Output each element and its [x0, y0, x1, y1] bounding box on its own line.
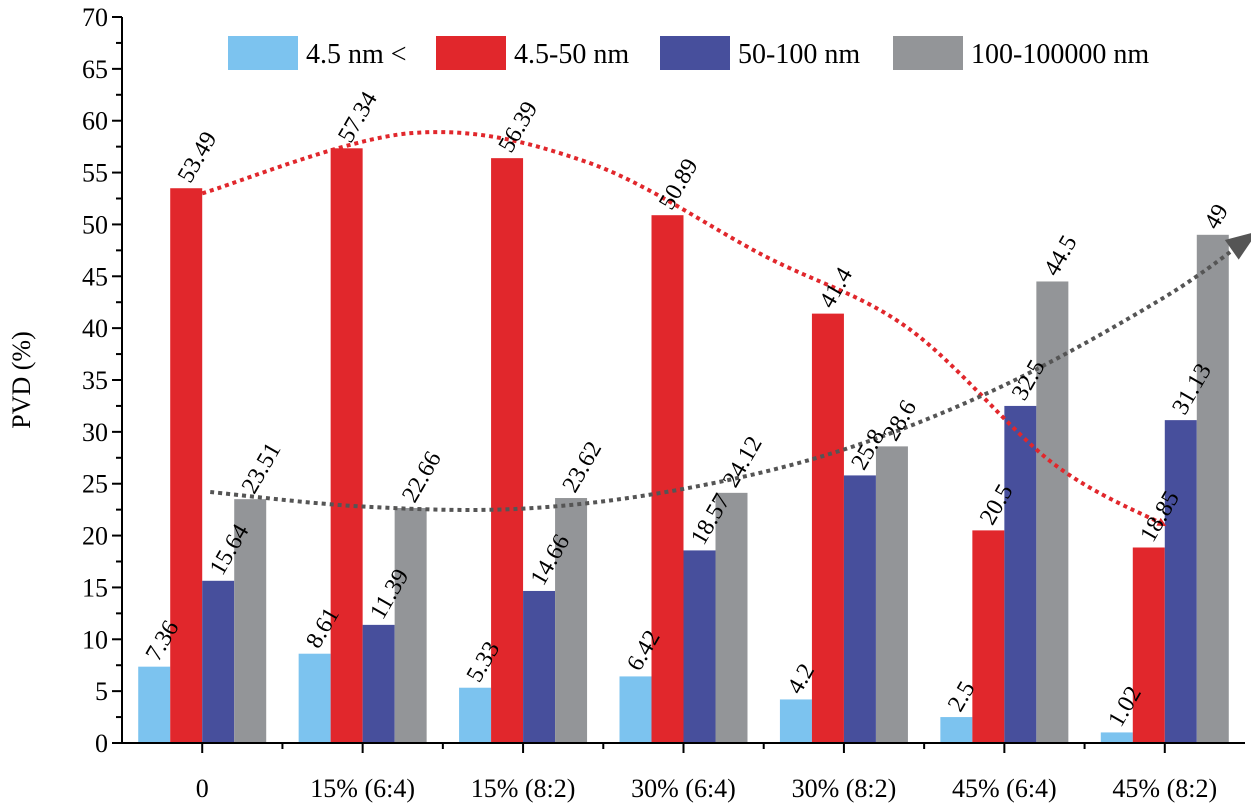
bar-4-2 — [394, 507, 427, 743]
bar-4-6 — [1036, 281, 1069, 743]
bar-2-5 — [811, 313, 844, 743]
bar-1-2 — [298, 653, 331, 743]
data-label-4-6: 44.5 — [1039, 231, 1083, 280]
y-tick-label-30: 30 — [82, 418, 108, 447]
bar-2-2 — [330, 148, 363, 743]
bar-3-3 — [523, 590, 556, 743]
y-tick-label-40: 40 — [82, 314, 108, 343]
y-tick-label-10: 10 — [82, 625, 108, 654]
legend-label-3: 50-100 nm — [738, 39, 860, 70]
y-axis-title: PVD (%) — [7, 331, 36, 429]
bar-2-7 — [1132, 547, 1165, 743]
trend-line-2 — [210, 233, 1251, 512]
legend-label-4: 100-100000 nm — [971, 39, 1149, 70]
data-label-4-2: 22.66 — [397, 447, 447, 507]
bar-2-6 — [972, 530, 1005, 743]
y-tick-label-0: 0 — [95, 729, 108, 758]
bar-3-4 — [683, 550, 716, 743]
legend-label-1: 4.5 nm < — [306, 39, 407, 70]
bar-3-6 — [1004, 405, 1037, 743]
legend-swatch-1 — [228, 36, 298, 70]
legend-swatch-2 — [436, 36, 506, 70]
bar-4-3 — [555, 498, 588, 743]
y-tick-label-45: 45 — [82, 262, 108, 291]
x-tick-label-7: 45% (8:2) — [1112, 774, 1217, 803]
trend-lines-group — [201, 130, 1251, 527]
legend-swatch-3 — [660, 36, 730, 70]
y-tick-label-25: 25 — [82, 470, 108, 499]
trend-line-1 — [201, 130, 1167, 527]
y-tick-label-5: 5 — [95, 677, 108, 706]
y-tick-label-35: 35 — [82, 366, 108, 395]
bar-1-3 — [459, 687, 492, 743]
data-label-4-7: 49 — [1199, 200, 1234, 234]
data-label-4-1: 23.51 — [237, 438, 287, 498]
y-tick-label-60: 60 — [82, 107, 108, 136]
data-label-4-4: 24.12 — [718, 432, 768, 492]
bar-1-5 — [779, 699, 812, 743]
legend-swatch-4 — [893, 36, 963, 70]
bar-1-4 — [619, 676, 652, 743]
data-label-2-1: 53.49 — [173, 127, 223, 187]
bar-4-1 — [234, 499, 267, 743]
bar-2-1 — [170, 188, 203, 743]
x-tick-label-4: 30% (6:4) — [631, 774, 736, 803]
x-tick-label-5: 30% (8:2) — [792, 774, 897, 803]
bar-3-7 — [1164, 420, 1197, 743]
bar-3-5 — [843, 475, 876, 743]
bar-4-5 — [875, 446, 908, 743]
y-tick-label-50: 50 — [82, 210, 108, 239]
bar-series-group — [138, 148, 1229, 744]
data-label-4-3: 23.62 — [558, 437, 608, 497]
y-tick-label-55: 55 — [82, 159, 108, 188]
legend: 4.5 nm < 4.5-50 nm 50-100 nm 100-100000 nm — [228, 36, 1149, 70]
y-tick-label-15: 15 — [82, 573, 108, 602]
y-tick-label-65: 65 — [82, 55, 108, 84]
bar-2-3 — [491, 158, 524, 743]
bar-1-6 — [940, 717, 973, 743]
y-tick-label-70: 70 — [82, 3, 108, 32]
bar-3-1 — [202, 580, 235, 743]
data-label-2-3: 56.39 — [494, 97, 544, 157]
x-tick-label-2: 15% (6:4) — [310, 774, 415, 803]
y-tick-label-20: 20 — [82, 522, 108, 551]
trend-arrowhead-2 — [1224, 233, 1251, 260]
axes-group: 0 5 10 15 20 25 30 35 40 45 50 55 60 65 70 0 15% (6:4) 15… — [82, 3, 1245, 803]
data-label-2-5: 41.4 — [815, 263, 859, 312]
bar-1-1 — [138, 666, 171, 743]
bar-4-7 — [1196, 234, 1229, 744]
x-tick-label-6: 45% (6:4) — [952, 774, 1057, 803]
data-label-2-2: 57.34 — [333, 88, 383, 148]
bar-2-4 — [651, 215, 684, 743]
x-tick-label-3: 15% (8:2) — [471, 774, 576, 803]
bar-4-4 — [715, 492, 748, 743]
legend-label-2: 4.5-50 nm — [514, 39, 629, 70]
data-label-2-4: 50.89 — [654, 154, 704, 214]
bar-1-7 — [1100, 732, 1133, 743]
bar-3-2 — [362, 624, 395, 743]
x-tick-label-1: 0 — [196, 774, 209, 803]
